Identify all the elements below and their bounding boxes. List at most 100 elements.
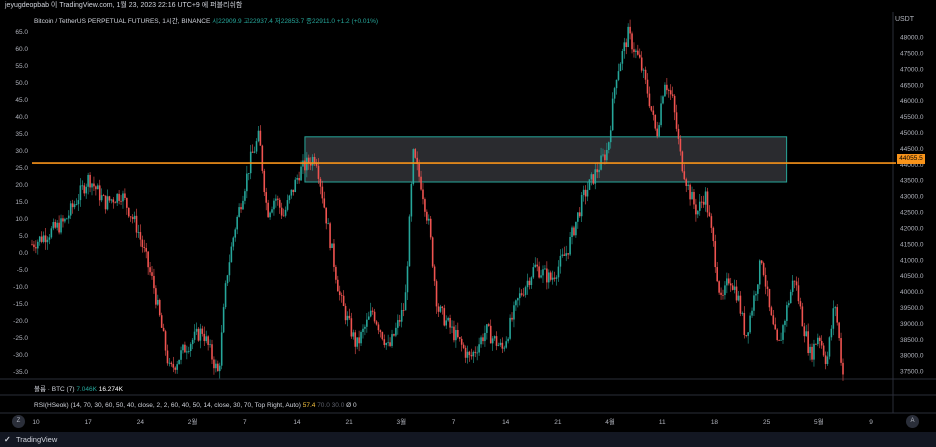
candle-body	[553, 277, 556, 279]
candle-body	[751, 310, 753, 316]
right-axis-tick-label: 45000.0	[900, 130, 924, 137]
change-value: +1.2 (+0.01%)	[336, 18, 379, 25]
candle-body	[830, 328, 833, 338]
candle-body	[97, 185, 99, 190]
candle-body	[373, 311, 376, 322]
candle-body	[654, 114, 657, 129]
candle-body	[217, 363, 219, 372]
candle-body	[741, 313, 744, 314]
x-axis-tick-label: 21	[346, 419, 354, 426]
candle-body	[193, 331, 196, 340]
candle-body	[383, 339, 386, 346]
auto-scale-badge[interactable]: A	[906, 415, 919, 428]
candle-body	[493, 336, 496, 339]
x-axis-tick-label: 7	[452, 419, 456, 426]
candle-body	[151, 272, 153, 276]
x-axis-tick-label: 11	[659, 419, 666, 426]
candle-body	[801, 306, 804, 327]
candle-body	[420, 176, 422, 190]
candle-body	[681, 151, 684, 172]
candle-body	[344, 305, 347, 321]
candle-body	[280, 207, 283, 216]
tradingview-logo[interactable]: TradingView	[16, 435, 58, 444]
candle-body	[369, 310, 372, 317]
candle-body	[362, 328, 364, 333]
candle-body	[664, 84, 666, 97]
footer: TradingView	[0, 432, 936, 447]
candle-body	[606, 149, 608, 161]
candle-body	[412, 149, 415, 184]
timezone-badge[interactable]: Z	[12, 415, 25, 428]
candle-body	[309, 163, 312, 166]
candle-body	[220, 332, 223, 366]
candle-body	[315, 163, 318, 166]
x-axis-tick-label: 10	[32, 419, 40, 426]
candle-body	[784, 320, 786, 326]
candle-body	[149, 267, 151, 273]
candle-body	[294, 179, 297, 193]
candle-body	[799, 301, 802, 307]
candle-body	[387, 342, 389, 344]
candle-body	[526, 280, 529, 288]
candle-body	[184, 344, 186, 353]
candle-body	[447, 318, 449, 321]
candle-body	[201, 328, 204, 334]
candle-body	[820, 340, 823, 346]
candle-body	[325, 207, 328, 224]
price-axis-unit: USDT	[894, 16, 914, 23]
candle-body	[832, 308, 835, 329]
candle-body	[818, 337, 821, 341]
candle-body	[789, 291, 792, 304]
candle-body	[474, 351, 477, 353]
candle-body	[224, 283, 227, 308]
candle-body	[652, 110, 655, 115]
candle-body	[364, 326, 366, 329]
candle-body	[429, 218, 432, 238]
candle-body	[644, 69, 647, 80]
right-axis-tick-label: 45500.0	[900, 114, 924, 121]
right-axis-tick-label: 44500.0	[900, 146, 924, 153]
candle-body	[613, 88, 616, 99]
candle-body	[633, 49, 635, 52]
candle-body	[536, 264, 538, 267]
candle-body	[834, 307, 837, 309]
candle-body	[424, 199, 426, 212]
candle-body	[259, 130, 262, 146]
attribution-text: jeyugdeopbab 이 TradingView.com, 1월 23, 2…	[5, 2, 243, 9]
candle-body	[679, 138, 682, 152]
candle-body	[797, 285, 800, 302]
right-axis-tick-label: 41500.0	[900, 241, 924, 248]
candle-body	[215, 363, 217, 369]
candle-body	[389, 342, 391, 346]
candle-body	[416, 157, 418, 164]
candle-body	[515, 300, 517, 306]
candle-body	[623, 42, 626, 52]
candle-body	[489, 325, 492, 344]
candle-body	[50, 228, 53, 238]
candle-body	[83, 185, 86, 194]
right-axis-tick-label: 41000.0	[900, 257, 924, 264]
chart-frame[interactable]	[0, 12, 936, 447]
candle-body	[824, 355, 827, 364]
left-axis-tick-label: 40.0	[15, 114, 28, 121]
candle-body	[542, 269, 544, 276]
candle-body	[491, 338, 494, 344]
rsi-upper: 70.0	[317, 402, 330, 409]
candle-body	[441, 306, 444, 309]
candle-body	[342, 295, 345, 306]
candle-body	[561, 254, 564, 256]
left-axis-tick-label: -15.0	[13, 301, 28, 308]
candle-body	[79, 185, 82, 201]
candle-body	[81, 185, 84, 187]
candle-body	[811, 346, 813, 360]
rsi-pane-label[interactable]: RSI(HSeok) (14, 70, 30, 60, 50, 40, clos…	[34, 402, 357, 409]
volume-pane-label[interactable]: 볼륨 · BTC (7) 7.046K 16.274K	[34, 383, 123, 393]
left-axis-tick-label: 5.0	[19, 233, 28, 240]
candle-body	[211, 344, 213, 360]
candle-body	[348, 315, 351, 319]
candle-body	[791, 280, 794, 292]
candle-body	[398, 320, 401, 322]
candle-body	[397, 320, 399, 328]
candle-body	[48, 237, 51, 240]
